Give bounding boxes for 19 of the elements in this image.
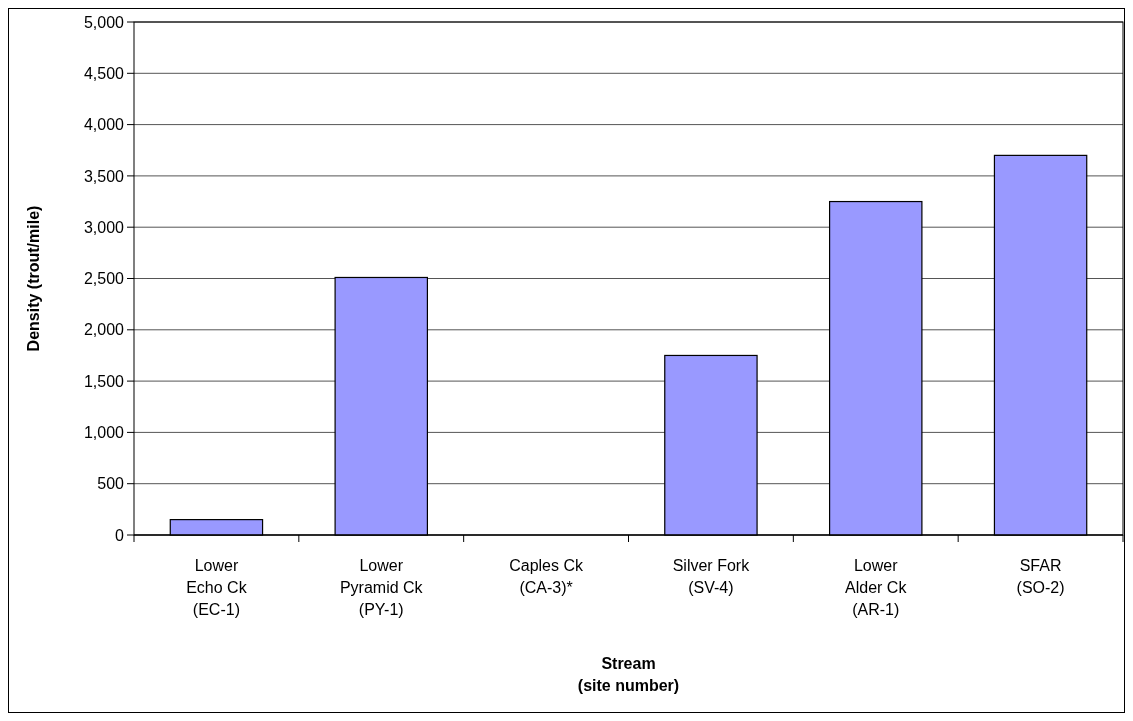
y-axis-title: Density (trout/mile) xyxy=(25,205,42,352)
y-tick-label: 2,500 xyxy=(83,270,125,288)
x-tick-label: Silver Fork (SV-4) xyxy=(672,557,751,596)
y-tick-label: 1,000 xyxy=(83,424,125,441)
y-tick-label: 1,500 xyxy=(83,372,125,390)
x-tick-label: Lower Pyramid Ck (PY-1) xyxy=(339,557,424,618)
x-tick-label: Lower Echo Ck (EC-1) xyxy=(186,557,248,618)
y-tick-label: 500 xyxy=(97,475,125,493)
y-tick-label: 2,000 xyxy=(83,321,125,339)
x-tick-label: Caples Ck (CA-3)* xyxy=(509,557,584,596)
y-tick-label: 3,500 xyxy=(83,167,125,185)
x-axis-title: Stream (site number) xyxy=(577,655,680,694)
y-tick-label: 4,000 xyxy=(83,116,125,134)
y-tick-label: 4,500 xyxy=(83,64,125,82)
y-tick-label: 0 xyxy=(115,526,125,544)
x-tick-label: SFAR (SO-2) xyxy=(1016,557,1065,596)
x-tick-label: Lower Alder Ck (AR-1) xyxy=(845,557,908,618)
y-tick-label: 3,000 xyxy=(83,218,125,236)
y-tick-label: 5,000 xyxy=(83,13,125,31)
